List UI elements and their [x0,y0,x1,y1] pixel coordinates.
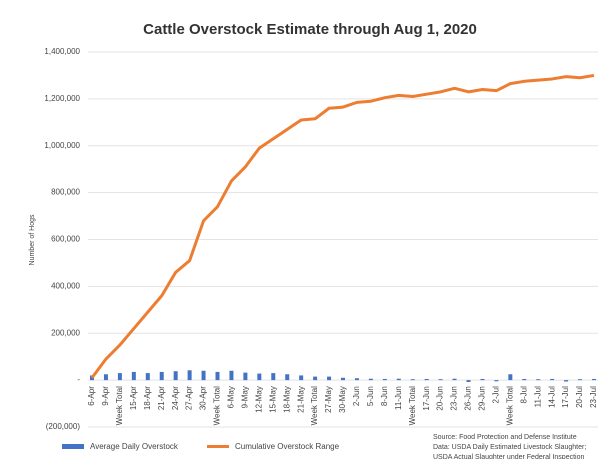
x-tick-label: 8-Jul [519,386,528,404]
bar [103,374,108,381]
bar [438,379,443,381]
bar [257,373,262,381]
legend-label: Average Daily Overstock [90,442,179,451]
chart-title: Cattle Overstock Estimate through Aug 1,… [143,21,477,38]
x-tick-label: 6-May [227,386,236,408]
x-tick-label: 9-May [240,386,249,408]
x-tick-label: Week Total [408,386,417,426]
y-tick-label: 600,000 [51,235,80,244]
bar [564,380,569,382]
x-tick-label: Week Total [213,386,222,426]
y-tick-label: 1,000,000 [44,141,80,150]
x-tick-label: 11-Jun [394,386,403,410]
bar [382,378,387,381]
bar [368,378,373,381]
bar [452,378,457,381]
bar [480,378,485,381]
bar [173,371,178,381]
x-tick-label: 21-Apr [157,386,166,410]
x-tick-label: 21-May [296,386,305,413]
bar [536,379,541,381]
y-tick-label: 200,000 [51,328,80,337]
x-tick-label: 24-Apr [171,386,180,410]
x-tick-label: 8-Jun [380,386,389,406]
x-tick-label: 27-Apr [185,386,194,410]
y-tick-label: (200,000) [46,422,81,431]
bar [229,370,234,381]
bar [117,373,122,381]
bar [285,374,290,381]
x-tick-label: 23-Jun [450,386,459,410]
y-axis-label: Number of Hogs [29,214,36,265]
line [90,73,595,379]
bar [145,373,150,381]
bar [494,380,499,382]
bar [215,371,220,381]
x-tick-label: 15-Apr [129,386,138,410]
x-tick-label: 14-Jul [547,386,556,408]
bar [522,378,527,381]
x-tick-label: Week Total [505,386,514,426]
bar [424,378,429,381]
x-tick-label: 2-Jun [352,386,361,406]
x-tick-label: 15-May [268,386,277,413]
x-tick-label: 29-Jun [478,386,487,410]
x-tick-label: 20-Jul [575,386,584,408]
x-tick-label: 2-Jul [491,386,500,404]
x-tick-label: Week Total [115,386,124,426]
bar [131,371,136,381]
x-tick-label: 17-Jul [561,386,570,408]
x-tick-label: 12-May [254,386,263,413]
source-note: Data: USDA Daily Estimated Livestock Sla… [433,444,586,451]
legend-swatch [62,444,84,449]
bar [578,379,583,381]
y-tick-label: - [77,375,80,384]
x-tick-label: 23-Jul [589,386,598,408]
bar [243,372,248,381]
x-tick-label: 11-Jul [533,386,542,407]
bar [550,378,555,381]
y-tick-label: 400,000 [51,281,80,290]
bar [313,376,318,381]
x-tick-label: 17-Jun [422,386,431,410]
bar [508,374,513,381]
x-tick-label: 20-Jun [436,386,445,410]
x-tick-label: 30-Apr [199,386,208,410]
x-tick-label: 18-May [282,386,291,413]
bar [271,373,276,381]
legend-label: Cumulative Overstock Range [235,442,340,451]
x-tick-label: 5-Jun [366,386,375,406]
x-tick-label: 26-Jun [464,386,473,410]
bar [466,380,471,382]
x-tick-label: 6-Apr [87,386,96,406]
x-tick-label: Week Total [310,386,319,426]
source-note: USDA Actual Slaughter under Federal Insp… [433,454,584,459]
bar [159,371,164,381]
x-tick-label: 18-Apr [143,386,152,410]
bar [410,379,415,381]
bar [327,376,332,381]
y-tick-label: 1,400,000 [44,47,80,56]
x-tick-label: 9-Apr [101,386,110,406]
bar [299,375,304,381]
x-tick-label: 27-May [324,386,333,413]
bar [592,378,596,381]
bar [354,378,359,381]
source-note: Source: Food Protection and Defense Inst… [433,434,577,441]
bar [187,370,192,381]
bar [201,370,206,381]
y-tick-label: 800,000 [51,188,80,197]
y-tick-label: 1,200,000 [44,94,80,103]
bar [341,377,345,381]
x-tick-label: 30-May [338,386,347,413]
bar [396,378,401,381]
